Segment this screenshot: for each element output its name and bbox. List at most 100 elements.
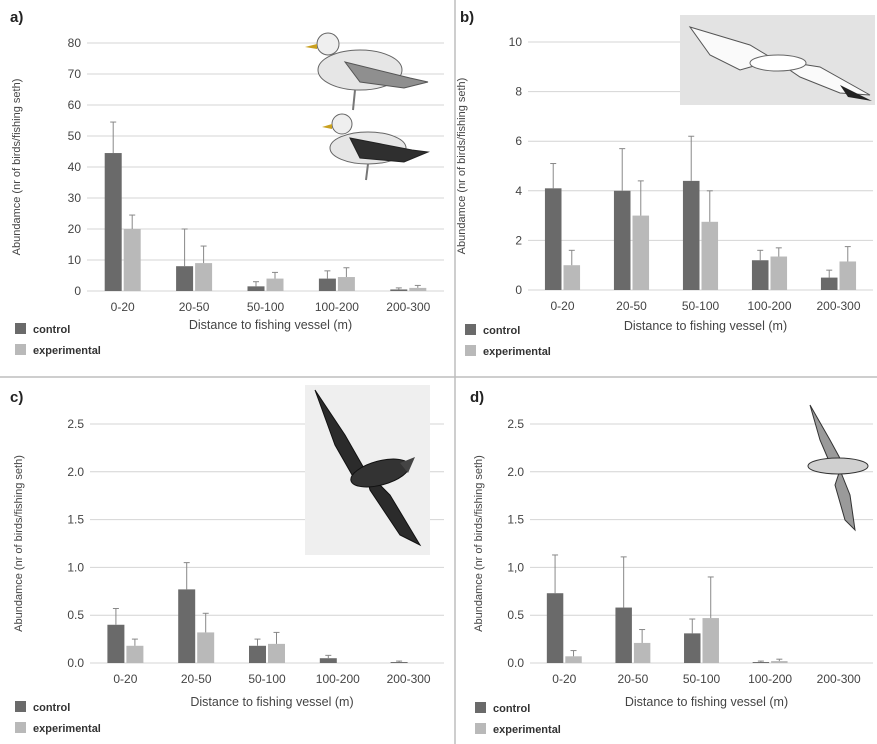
gull-beak: [305, 44, 317, 49]
y-tick-label: 0: [74, 284, 81, 298]
panel-1: b) 0 2 4 6 8 10 0-20 20-50 50-100 100-200 200-300 Di…: [456, 9, 875, 358]
albatross-illustration: [680, 15, 875, 105]
y-axis-title: Abundamce (nr of birds/fishing seth): [11, 79, 23, 256]
bar-experimental-0-20: [123, 229, 141, 291]
y-tick-label: 2.0: [67, 465, 84, 479]
bar-control-20-50: [615, 607, 632, 663]
x-axis-title: Distance to fishing vessel (m): [189, 318, 352, 332]
legend-label-control: control: [493, 703, 530, 715]
bar-experimental-100-200: [771, 661, 788, 663]
legend-swatch-control: [465, 324, 476, 335]
bar-experimental-50-100: [266, 278, 284, 291]
y-tick-label: 1,0: [507, 560, 524, 574]
panel-letter: a): [10, 9, 23, 26]
panel-0: a) 0 10 20 30 40 50 60 70 80 0-20 20-50 50-100 100-20…: [10, 9, 444, 357]
legend-label-experimental: experimental: [33, 345, 101, 357]
bar-experimental-20-50: [195, 263, 213, 291]
y-tick-label: 40: [68, 160, 82, 174]
y-tick-label: 0.0: [507, 656, 524, 670]
x-tick-label: 100-200: [747, 299, 791, 313]
x-tick-label: 0-20: [111, 300, 135, 314]
x-tick-label: 0-20: [550, 299, 574, 313]
gull-head: [316, 32, 340, 56]
shearwater-lower-wing: [834, 468, 856, 532]
x-tick-label: 200-300: [387, 672, 431, 686]
x-tick-label: 0-20: [552, 672, 576, 686]
panel-3: d) 0.0 0.5 1,0 1.5 2.0 2.5 0-20 20-50 50-100 100-2…: [470, 389, 873, 736]
bar-control-0-20: [546, 593, 564, 663]
x-axis-title: Distance to fishing vessel (m): [624, 319, 787, 333]
x-tick-label: 20-50: [179, 300, 210, 314]
x-axis-title: Distance to fishing vessel (m): [625, 695, 788, 709]
panel-2: c) 0.0 0.5 1.0 1.5 2.0 2.5 0-20 20-50 50-100 100-2…: [10, 385, 444, 735]
gulls-illustration: [305, 32, 430, 181]
y-tick-label: 10: [68, 253, 82, 267]
legend-swatch-control: [15, 323, 26, 334]
legend-swatch-experimental: [15, 344, 26, 355]
x-tick-label: 200-300: [816, 299, 860, 313]
albatross-body: [749, 54, 807, 72]
bar-experimental-50-100: [268, 643, 285, 663]
legend-label-control: control: [483, 325, 520, 337]
y-tick-label: 2: [515, 233, 522, 247]
bar-control-50-100: [249, 645, 266, 663]
y-tick-label: 30: [68, 191, 82, 205]
legend-label-control: control: [33, 324, 70, 336]
y-tick-label: 1.5: [67, 513, 84, 527]
bar-experimental-0-20: [563, 265, 581, 290]
bar-control-50-100: [684, 633, 701, 663]
x-tick-label: 50-100: [683, 672, 721, 686]
y-tick-label: 20: [68, 222, 82, 236]
bar-experimental-200-300: [839, 261, 857, 290]
x-tick-label: 50-100: [248, 672, 286, 686]
gull-wing: [343, 61, 429, 89]
y-tick-label: 6: [515, 134, 522, 148]
bar-control-100-200: [751, 260, 769, 290]
panel-letter: c): [10, 389, 23, 406]
shearwater-illustration: [807, 404, 869, 532]
gull-leg-2: [365, 163, 369, 181]
bar-experimental-20-50: [197, 632, 215, 663]
y-tick-label: 8: [515, 85, 522, 99]
bar-experimental-20-50: [632, 215, 650, 290]
legend-swatch-experimental: [465, 345, 476, 356]
x-tick-label: 100-200: [316, 672, 360, 686]
legend-swatch-control: [475, 702, 486, 713]
y-axis-title: Abundamce (nr of birds/fishing seth): [473, 455, 485, 632]
y-tick-label: 4: [515, 184, 522, 198]
bar-control-0-20: [107, 624, 125, 663]
y-axis-title: Abundamce (nr of birds/fishing seth): [13, 455, 25, 632]
bar-experimental-100-200: [337, 277, 355, 291]
bar-experimental-50-100: [702, 618, 719, 663]
bar-control-50-100: [682, 180, 700, 290]
legend-label-experimental: experimental: [493, 724, 561, 736]
albatross-wingtip: [840, 85, 872, 101]
bar-experimental-0-20: [565, 656, 582, 663]
y-tick-label: 10: [509, 35, 523, 49]
y-tick-label: 50: [68, 129, 82, 143]
gull-leg: [352, 89, 356, 111]
y-tick-label: 0.5: [67, 608, 84, 622]
x-tick-label: 200-300: [386, 300, 430, 314]
legend-swatch-control: [15, 701, 26, 712]
bar-control-100-200: [318, 278, 336, 291]
panel-letter: b): [460, 9, 474, 26]
bar-control-200-300: [390, 662, 408, 663]
panel-letter: d): [470, 389, 484, 406]
bar-control-200-300: [820, 277, 838, 290]
y-tick-label: 2.5: [67, 417, 84, 431]
y-tick-label: 0.0: [67, 656, 84, 670]
bar-control-20-50: [176, 266, 194, 291]
gull-beak-2: [322, 124, 332, 129]
skua-illustration: [305, 385, 430, 555]
bar-control-20-50: [613, 190, 631, 290]
bar-control-0-20: [104, 153, 122, 291]
bar-experimental-50-100: [701, 221, 719, 290]
y-tick-label: 70: [68, 67, 82, 81]
y-axis-title: Abundamce (nr of birds/fishing seth): [456, 78, 468, 255]
y-tick-label: 80: [68, 36, 82, 50]
x-tick-label: 100-200: [748, 672, 792, 686]
y-tick-label: 1.5: [507, 513, 524, 527]
bar-control-0-20: [544, 188, 562, 290]
